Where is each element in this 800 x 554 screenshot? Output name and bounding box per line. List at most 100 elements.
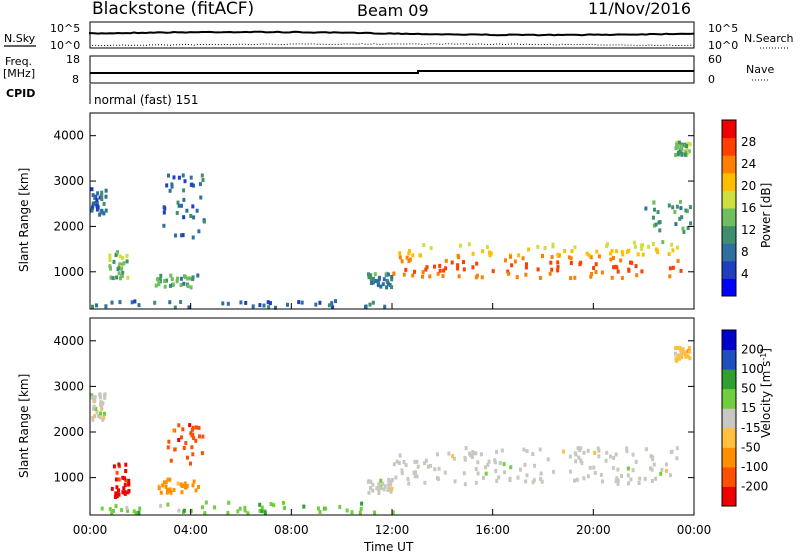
- heatmap-cell: [402, 272, 406, 277]
- heatmap-cell: [588, 465, 592, 470]
- heatmap-cell: [462, 471, 466, 476]
- heatmap-cell: [165, 183, 169, 188]
- heatmap-cell: [474, 480, 478, 485]
- colorbar-swatch: [722, 190, 736, 209]
- heatmap-cell: [203, 511, 207, 516]
- heatmap-cell: [539, 476, 543, 481]
- heatmap-cell: [438, 263, 442, 268]
- heatmap-cell: [579, 458, 583, 463]
- heatmap-cell: [679, 199, 682, 204]
- heatmap-cell: [96, 205, 100, 210]
- heatmap-cell: [163, 279, 167, 284]
- heatmap-cell: [269, 502, 273, 506]
- heatmap-cell: [334, 299, 337, 304]
- heatmap-cell: [470, 455, 474, 459]
- heatmap-cell: [251, 304, 255, 309]
- x-tick-label: 16:00: [475, 523, 510, 537]
- heatmap-cell: [413, 474, 417, 479]
- heatmap-cell: [610, 275, 614, 280]
- heatmap-cell: [600, 270, 604, 275]
- heatmap-cell: [568, 454, 572, 459]
- heatmap-cell: [177, 423, 181, 428]
- heatmap-cell: [124, 469, 128, 473]
- heatmap-cell: [688, 349, 692, 354]
- heatmap-cell: [179, 276, 183, 281]
- heatmap-cell: [165, 278, 169, 283]
- heatmap-cell: [462, 267, 466, 272]
- heatmap-cell: [101, 417, 105, 422]
- heatmap-cell: [123, 491, 127, 496]
- heatmap-cell: [683, 350, 687, 355]
- heatmap-cell: [625, 446, 629, 451]
- heatmap-cell: [596, 446, 600, 451]
- heatmap-cell: [569, 256, 573, 261]
- heatmap-cell: [680, 350, 684, 355]
- heatmap-cell: [649, 454, 653, 459]
- heatmap-cell: [675, 446, 679, 451]
- heatmap-cell: [412, 470, 416, 475]
- heatmap-cell: [569, 276, 573, 281]
- heatmap-cell: [615, 476, 619, 481]
- heatmap-cell: [111, 276, 115, 281]
- power-panel: 1000 2000 3000 4000 Slant Range [km]: [17, 112, 695, 310]
- heatmap-cell: [668, 473, 672, 478]
- heatmap-cell: [597, 454, 601, 459]
- heatmap-cell: [651, 242, 655, 246]
- heatmap-cell: [667, 203, 671, 208]
- heatmap-cell: [92, 406, 95, 411]
- heatmap-cell: [482, 475, 485, 480]
- heatmap-cell: [180, 484, 184, 489]
- heatmap-cell: [386, 281, 390, 286]
- colorbar-swatch: [722, 408, 736, 429]
- heatmap-cell: [491, 269, 495, 274]
- heatmap-cell: [117, 462, 121, 467]
- heatmap-cell: [680, 215, 684, 220]
- freq-line: [90, 70, 694, 74]
- heatmap-cell: [191, 204, 195, 209]
- heatmap-cell: [371, 488, 375, 493]
- heatmap-cell: [688, 346, 691, 350]
- heatmap-cell: [509, 465, 513, 470]
- heatmap-cell: [302, 504, 306, 509]
- heatmap-cell: [100, 193, 104, 198]
- heatmap-cell: [443, 470, 447, 475]
- heatmap-cell: [425, 265, 429, 270]
- cpid-label: CPID: [6, 87, 35, 100]
- heatmap-cell: [390, 277, 394, 282]
- heatmap-cell: [194, 425, 198, 430]
- heatmap-cell: [629, 260, 632, 265]
- heatmap-cell: [667, 252, 671, 257]
- heatmap-cell: [654, 222, 658, 227]
- freq-right-tick-top: 60: [708, 53, 722, 66]
- heatmap-cell: [643, 476, 647, 481]
- heatmap-cell: [168, 300, 172, 305]
- heatmap-cell: [368, 302, 372, 307]
- heatmap-cell: [324, 506, 328, 511]
- heatmap-cell: [660, 467, 664, 472]
- heatmap-cell: [675, 142, 679, 147]
- heatmap-cell: [189, 175, 193, 180]
- colorbar-tick-label: -100: [741, 460, 768, 474]
- heatmap-cell: [392, 271, 396, 276]
- heatmap-cell: [619, 258, 623, 263]
- heatmap-cell: [163, 284, 167, 289]
- heatmap-cell: [379, 284, 383, 289]
- velocity-y-label: Slant Range [km]: [17, 374, 31, 478]
- heatmap-cell: [98, 212, 102, 217]
- noise-left-tick-top: 10^5: [50, 22, 80, 35]
- heatmap-cell: [398, 251, 402, 256]
- heatmap-cell: [668, 266, 672, 271]
- heatmap-cell: [189, 509, 193, 513]
- heatmap-cell: [191, 452, 195, 457]
- heatmap-cell: [634, 459, 638, 464]
- heatmap-cell: [589, 255, 593, 260]
- heatmap-cell: [648, 466, 652, 471]
- heatmap-cell: [680, 151, 684, 156]
- noise-right-tick-bottom: 10^0: [708, 39, 738, 52]
- heatmap-cell: [130, 300, 134, 305]
- velocity-colorbar: 200 100 50 15 -15 -50 -100 -200: [721, 329, 768, 507]
- heatmap-cell: [115, 491, 119, 496]
- heatmap-cell: [485, 245, 489, 249]
- colorbar-tick-label: -15: [741, 421, 761, 435]
- heatmap-cell: [615, 249, 618, 254]
